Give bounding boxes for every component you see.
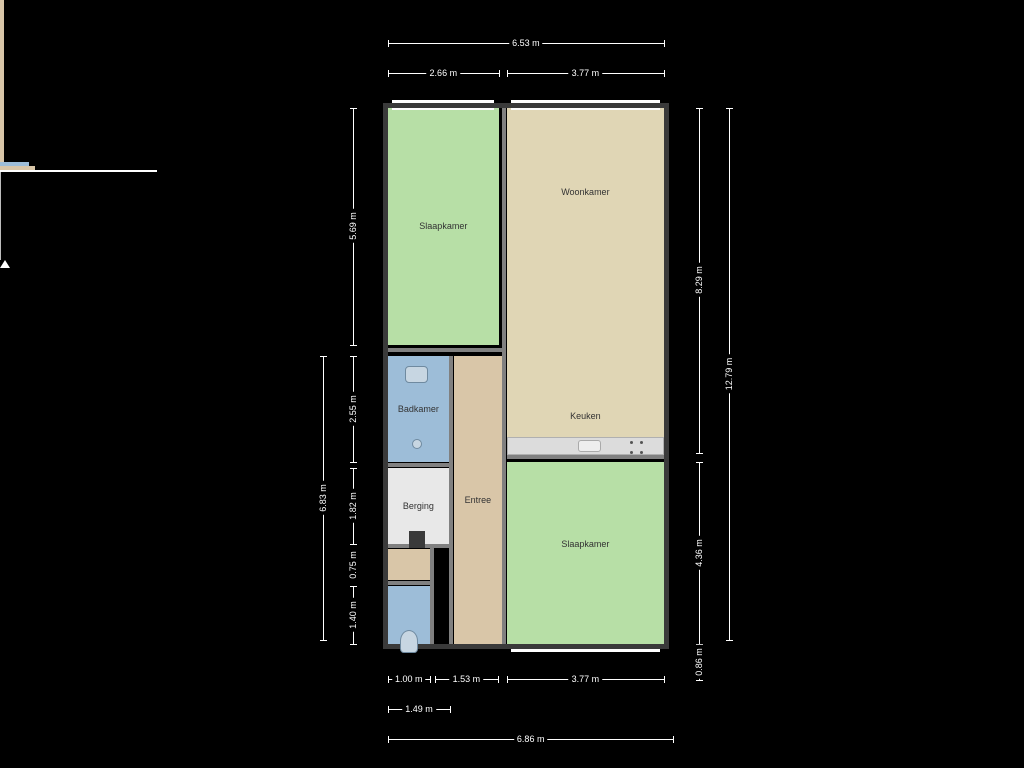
dim-right-12-79: 12.79 m [724, 355, 734, 394]
room-halletje [388, 549, 430, 580]
room-label-berging: Berging [403, 501, 434, 511]
dim-bot-6-86: 6.86 m [514, 734, 548, 744]
room-label-keuken: Keuken [570, 411, 601, 421]
dim-left-5-69: 5.69 m [348, 210, 358, 244]
room-woonkamer [507, 108, 664, 387]
dim-left-2-55: 2.55 m [348, 392, 358, 426]
room-label-slaapkamer2: Slaapkamer [561, 539, 609, 549]
dim-right-8-29: 8.29 m [694, 264, 704, 298]
dim-top-outer: 6.53 m [509, 38, 543, 48]
room-label-woonkamer: Woonkamer [561, 187, 609, 197]
room-label-slaapkamer1: Slaapkamer [419, 221, 467, 231]
boiler-icon [409, 531, 426, 548]
dim-top-right: 3.77 m [569, 68, 603, 78]
dim-top-left: 2.66 m [427, 68, 461, 78]
dim-bot-1-53: 1.53 m [450, 674, 484, 684]
room-slaapkamer2 [507, 462, 664, 643]
dim-left-0-75: 0.75 m [348, 548, 358, 582]
kitchen-sink-icon [578, 440, 601, 452]
dim-bot-3-77: 3.77 m [569, 674, 603, 684]
room-label-badkamer: Badkamer [398, 404, 439, 414]
floor-plan-canvas: Slaapkamer Woonkamer Keuken Badkamer Berging… [0, 0, 1024, 768]
dim-right-4-36: 4.36 m [694, 536, 704, 570]
dim-left-1-82: 1.82 m [348, 489, 358, 523]
room-label-entree: Entree [465, 495, 492, 505]
dim-bot-1-00: 1.00 m [392, 674, 426, 684]
dim-right-0-86: 0.86 m [694, 645, 704, 679]
dim-left-1-40: 1.40 m [348, 598, 358, 632]
bath-sink-icon [405, 366, 428, 383]
toilet-icon [400, 630, 419, 653]
dim-left-6-83: 6.83 m [318, 481, 328, 515]
dim-bot-1-49: 1.49 m [402, 704, 436, 714]
